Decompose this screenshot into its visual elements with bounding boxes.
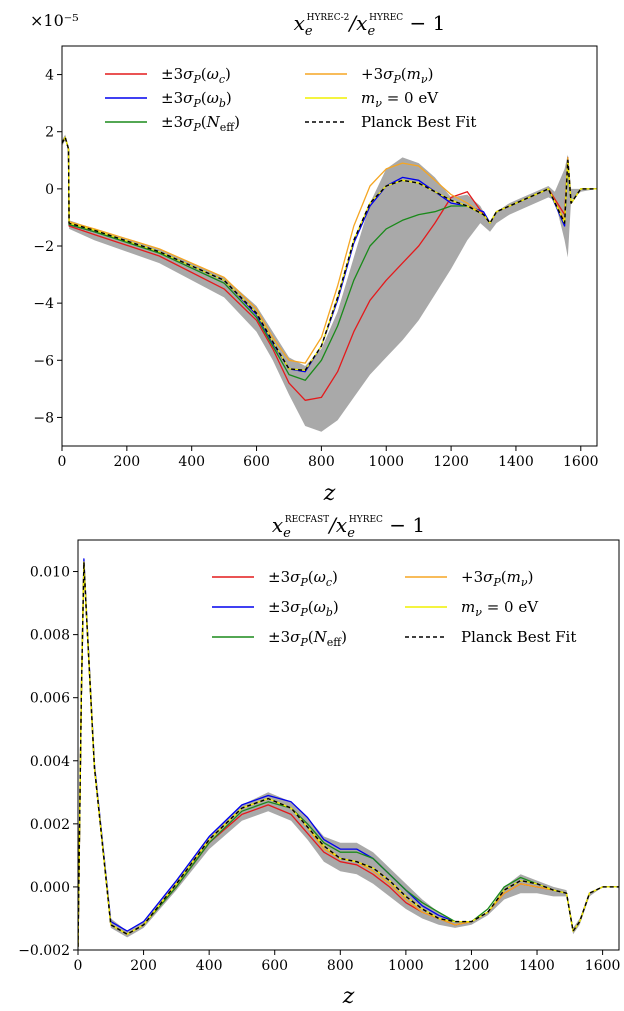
x-tick-label: 1000 [388,958,424,974]
x-tick-label: 400 [178,454,205,470]
y-tick-label: −4 [33,296,54,312]
legend-label-mnu0: mν = 0 eV [461,598,539,619]
legend-label-mnu: +3σP(mν) [461,568,533,589]
y-tick-label: 0.006 [30,691,70,707]
y-tick-label: 0.008 [30,628,70,644]
y-tick-label: −2 [33,239,54,255]
x-tick-label: 200 [130,958,157,974]
x-tick-label: 0 [58,454,67,470]
chart-panel-2: 0 200 400 600 800 1000 1200 1400 1600 −0.002 0.000… [18,513,620,1009]
legend-label-mnu0: mν = 0 eV [361,89,439,110]
x-tick-label: 1200 [454,958,490,974]
series-line-neff [62,136,597,381]
x-tick-label: 800 [308,454,335,470]
x-tick-label: 600 [243,454,270,470]
x-tick-label: 0 [74,958,83,974]
y-tick-label: −0.002 [18,943,70,959]
uncertainty-band [62,134,597,432]
x-tick-label: 1600 [563,454,599,470]
x-axis-label: z [342,984,355,1009]
legend-label-neff: ±3σP(Neff) [161,113,240,134]
x-tick-label: 400 [196,958,223,974]
y-tick-label: −8 [33,410,54,426]
plot-area [78,558,619,950]
legend-label-neff: ±3σP(Neff) [268,628,347,649]
uncertainty-band [78,558,619,950]
x-tick-label: 1600 [585,958,621,974]
x-tick-label: 1400 [498,454,534,470]
x-tick-label: 1400 [519,958,555,974]
chart-panel-1: 0 200 400 600 800 1000 1200 1400 1600 −8 −6 −4 −2 0 2 4… [30,11,599,506]
x-axis-label: z [323,481,336,506]
y-tick-label: −6 [33,353,54,369]
y-tick-label: 4 [45,68,54,84]
y-tick-label: 0.004 [30,754,70,770]
legend-label-omega_c: ±3σP(ωc) [268,568,338,589]
axes-frame [77,539,620,951]
y-tick-label: 2 [45,125,54,141]
x-tick-label: 200 [113,454,140,470]
legend-label-planck: Planck Best Fit [361,113,476,131]
y-tick-label: 0.010 [30,565,70,581]
plot-area [62,134,597,432]
legend: ±3σP(ωc) ±3σP(ωb) ±3σP(Neff) +3σP(mν) mν = 0… [212,568,576,649]
x-tick-label: 1000 [368,454,404,470]
legend-label-omega_b: ±3σP(ωb) [161,89,232,110]
y-multiplier: ×10⁻⁵ [30,11,79,30]
legend-label-omega_b: ±3σP(ωb) [268,598,339,619]
legend-label-planck: Planck Best Fit [461,628,576,646]
y-tick-label: 0 [45,182,54,198]
series-line-planck [62,136,597,371]
chart-title: xeHYREC-2/xeHYREC − 1 [294,11,446,39]
x-tick-label: 800 [327,958,354,974]
x-tick-label: 600 [261,958,288,974]
series-line-planck [78,561,619,947]
x-tick-label: 1200 [433,454,469,470]
legend: ±3σP(ωc) ±3σP(ωb) ±3σP(Neff) +3σP(mν) mν = 0… [105,65,476,134]
y-tick-label: 0.000 [30,880,70,896]
chart-title: xeRECFAST/xeHYREC − 1 [272,513,425,541]
legend-label-omega_c: ±3σP(ωc) [161,65,231,86]
legend-label-mnu: +3σP(mν) [361,65,433,86]
y-tick-label: 0.002 [30,817,70,833]
